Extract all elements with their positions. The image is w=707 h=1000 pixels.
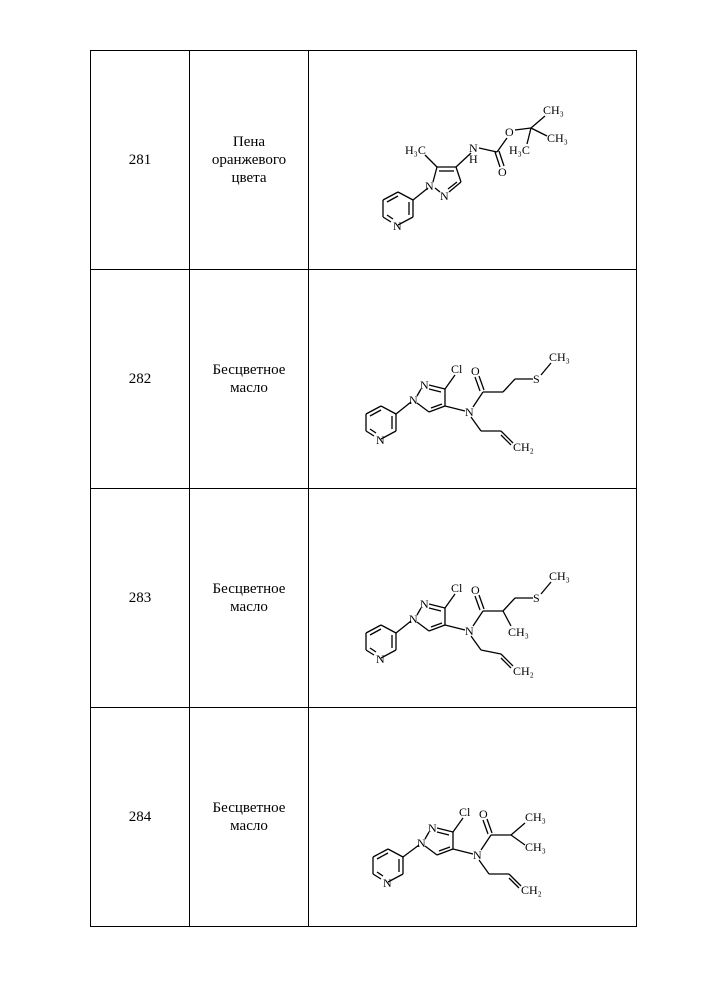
compound-id-cell: 281 (91, 51, 190, 270)
structure-283: N N N Cl N O CH₃ S CH₃ CH₂ (333, 508, 613, 688)
compound-structure-cell: N N N Cl N O CH₃ S CH₃ CH₂ (309, 489, 637, 708)
atom-label: O (505, 125, 514, 139)
atom-label: O (479, 807, 488, 821)
table-row: 283 Бесцветноемасло N N N Cl N O CH₃ S C… (91, 489, 637, 708)
table-row: 281 Пенаоранжевогоцвета N N N H₃C N H O … (91, 51, 637, 270)
compound-description: Бесцветноемасло (213, 581, 286, 615)
compound-desc-cell: Бесцветноемасло (190, 270, 309, 489)
compound-id: 283 (129, 590, 152, 606)
table-row: 282 Бесцветноемасло N N N Cl N O S CH₃ C… (91, 270, 637, 489)
compound-id-cell: 282 (91, 270, 190, 489)
atom-label: N (465, 405, 474, 419)
atom-label: N (393, 219, 402, 233)
structure-282: N N N Cl N O S CH₃ CH₂ (333, 289, 613, 469)
page: 281 Пенаоранжевогоцвета N N N H₃C N H O … (0, 0, 707, 987)
compound-id-cell: 283 (91, 489, 190, 708)
compound-id: 282 (129, 371, 152, 387)
atom-label: N (440, 189, 449, 203)
atom-label: N (420, 378, 429, 392)
atom-label: CH₃ (525, 840, 546, 854)
atom-label: CH₃ (508, 625, 529, 639)
atom-label: CH₂ (521, 883, 542, 897)
atom-label: N (420, 597, 429, 611)
compound-id: 284 (129, 809, 152, 825)
structure-284: N N N Cl N O CH₃ CH₃ CH₂ (333, 727, 613, 907)
atom-label: H₃C (509, 143, 530, 157)
atom-label: CH₂ (513, 664, 534, 678)
compound-structure-cell: N N N H₃C N H O O CH₃ CH₃ H₃C (309, 51, 637, 270)
compound-table: 281 Пенаоранжевогоцвета N N N H₃C N H O … (90, 50, 637, 927)
atom-label: N (409, 612, 418, 626)
compound-id-cell: 284 (91, 708, 190, 927)
atom-label: Cl (451, 581, 463, 595)
atom-label: CH₃ (549, 569, 570, 583)
atom-label: O (498, 165, 507, 179)
table-row: 284 Бесцветноемасло N N N Cl N O CH₃ CH₃… (91, 708, 637, 927)
atom-label: O (471, 583, 480, 597)
atom-label: CH₃ (543, 103, 564, 117)
compound-id: 281 (129, 152, 152, 168)
atom-label: N (376, 652, 385, 666)
atom-label: N (383, 876, 392, 890)
atom-label: CH₃ (549, 350, 570, 364)
atom-label: S (533, 372, 540, 386)
atom-label: N (417, 836, 426, 850)
atom-label: S (533, 591, 540, 605)
atom-label: H (469, 152, 478, 166)
compound-description: Бесцветноемасло (213, 800, 286, 834)
structure-281: N N N H₃C N H O O CH₃ CH₃ H₃C (343, 70, 603, 250)
compound-desc-cell: Бесцветноемасло (190, 489, 309, 708)
compound-description: Бесцветноемасло (213, 362, 286, 396)
atom-label: N (376, 433, 385, 447)
atom-label: CH₃ (525, 810, 546, 824)
compound-structure-cell: N N N Cl N O S CH₃ CH₂ (309, 270, 637, 489)
atom-label: H₃C (405, 143, 426, 157)
compound-structure-cell: N N N Cl N O CH₃ CH₃ CH₂ (309, 708, 637, 927)
atom-label: Cl (459, 805, 471, 819)
atom-label: CH₂ (513, 440, 534, 454)
compound-desc-cell: Пенаоранжевогоцвета (190, 51, 309, 270)
atom-label: Cl (451, 362, 463, 376)
atom-label: O (471, 364, 480, 378)
atom-label: N (465, 624, 474, 638)
atom-label: N (473, 848, 482, 862)
compound-desc-cell: Бесцветноемасло (190, 708, 309, 927)
compound-description: Пенаоранжевогоцвета (212, 134, 286, 186)
atom-label: CH₃ (547, 131, 568, 145)
atom-label: N (409, 393, 418, 407)
atom-label: N (428, 821, 437, 835)
